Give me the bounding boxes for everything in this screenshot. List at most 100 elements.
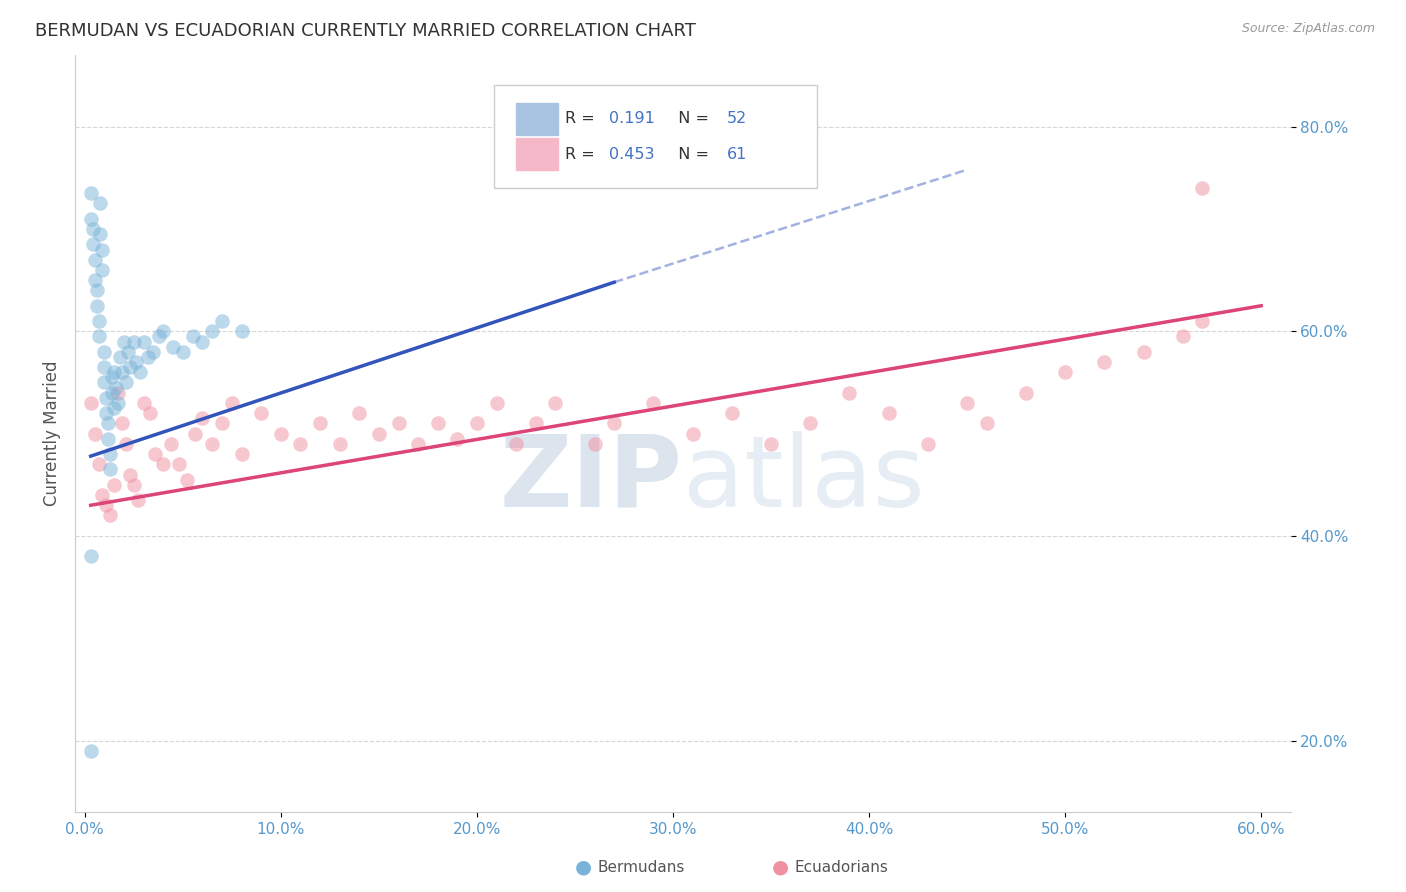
Point (191, 334, 214, 349)
Text: 52: 52 (727, 112, 747, 127)
Point (108, 350, 131, 364)
Point (183, 426, 205, 441)
Point (96, 406, 118, 420)
Point (1054, 365, 1077, 379)
Point (87, 329, 110, 343)
Point (97, 417, 120, 431)
Point (191, 411, 214, 425)
Point (87, 314, 110, 328)
Point (181, 329, 204, 343)
Point (96, 391, 118, 405)
Point (152, 458, 174, 472)
Point (201, 437, 224, 451)
Text: R =: R = (565, 112, 600, 127)
Point (118, 360, 141, 375)
Point (145, 447, 167, 461)
Point (544, 396, 567, 410)
Point (485, 396, 508, 410)
Point (96, 498, 118, 512)
Y-axis label: Currently Married: Currently Married (44, 361, 60, 507)
Point (93, 344, 115, 359)
Point (101, 370, 124, 384)
Point (115, 376, 138, 390)
Point (122, 334, 145, 349)
Point (231, 447, 253, 461)
Point (132, 396, 155, 410)
Point (80, 396, 103, 410)
Point (160, 437, 183, 451)
Point (112, 334, 135, 349)
Text: Source: ZipAtlas.com: Source: ZipAtlas.com (1241, 22, 1375, 36)
Point (118, 467, 141, 482)
Point (524, 417, 547, 431)
Text: BERMUDAN VS ECUADORIAN CURRENTLY MARRIED CORRELATION CHART: BERMUDAN VS ECUADORIAN CURRENTLY MARRIED… (35, 22, 696, 40)
FancyBboxPatch shape (495, 86, 817, 187)
Point (917, 437, 939, 451)
Point (82, 222, 104, 236)
Point (111, 417, 134, 431)
Point (98, 508, 121, 523)
Point (231, 324, 253, 338)
Text: ●: ● (772, 857, 789, 877)
Text: R =: R = (565, 147, 600, 161)
Point (91, 488, 114, 502)
Point (86, 284, 108, 298)
Point (148, 329, 170, 343)
Point (406, 437, 429, 451)
Point (115, 437, 138, 451)
Point (1092, 355, 1115, 369)
Text: 61: 61 (727, 147, 747, 161)
Point (103, 365, 125, 379)
Point (1171, 329, 1194, 343)
Point (1132, 344, 1154, 359)
Point (125, 355, 148, 369)
Point (583, 437, 606, 451)
Text: ZIP: ZIP (501, 431, 683, 527)
Point (956, 396, 979, 410)
Point (80, 211, 103, 226)
Point (221, 396, 243, 410)
Point (107, 385, 129, 400)
Point (976, 417, 998, 431)
Point (270, 426, 292, 441)
Point (201, 324, 224, 338)
Point (1191, 181, 1213, 195)
Text: ●: ● (575, 857, 592, 877)
FancyBboxPatch shape (516, 103, 558, 135)
Point (142, 344, 165, 359)
Point (211, 417, 233, 431)
Point (329, 437, 352, 451)
Text: N =: N = (668, 147, 714, 161)
Point (83, 252, 105, 267)
FancyBboxPatch shape (516, 138, 558, 170)
Point (1015, 385, 1038, 400)
Point (103, 477, 125, 491)
Point (250, 406, 273, 420)
Point (799, 417, 821, 431)
Point (446, 432, 468, 446)
Point (172, 344, 194, 359)
Point (1191, 314, 1213, 328)
Point (87, 458, 110, 472)
Point (162, 340, 184, 354)
Point (132, 334, 155, 349)
Point (603, 417, 626, 431)
Point (176, 473, 198, 487)
Text: 0.191: 0.191 (609, 112, 655, 127)
Point (349, 406, 371, 420)
Point (465, 417, 488, 431)
Point (505, 437, 527, 451)
Point (387, 417, 409, 431)
Text: 0.453: 0.453 (609, 147, 654, 161)
Point (759, 437, 782, 451)
Point (138, 406, 160, 420)
Point (167, 458, 190, 472)
Point (367, 426, 389, 441)
Point (127, 493, 149, 508)
Point (80, 744, 103, 758)
Point (309, 417, 332, 431)
Point (89, 196, 111, 211)
Point (80, 186, 103, 201)
Point (105, 381, 128, 395)
Point (426, 417, 449, 431)
